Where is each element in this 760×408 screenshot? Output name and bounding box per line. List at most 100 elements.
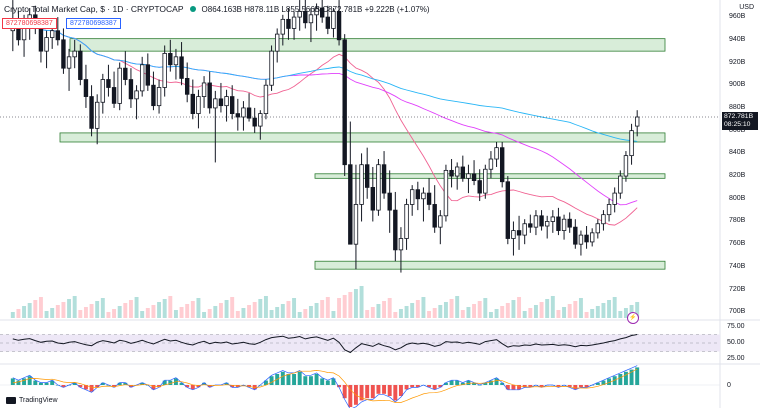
candle	[196, 96, 201, 115]
candle	[460, 166, 466, 179]
candle	[589, 232, 595, 243]
volume-bar	[455, 296, 460, 318]
candle	[488, 158, 494, 170]
candle	[404, 204, 409, 239]
volume-bar	[157, 302, 162, 318]
macd-histogram-bar	[488, 380, 493, 385]
candle	[336, 11, 342, 41]
volume-bar	[320, 300, 325, 318]
candle	[539, 215, 544, 227]
candle	[483, 168, 488, 194]
volume-bar	[427, 311, 432, 318]
candle	[466, 173, 471, 179]
order-quantity[interactable]: 2	[16, 33, 20, 40]
candle	[516, 230, 522, 236]
moving-average-line	[12, 19, 638, 142]
macd-histogram-bar	[466, 380, 471, 385]
candle	[179, 56, 184, 79]
volume-bar	[33, 300, 38, 318]
candle	[61, 39, 66, 69]
sell-button[interactable]: 872780698387	[2, 18, 57, 29]
volume-bar	[370, 307, 375, 318]
candle	[634, 116, 640, 127]
candle	[314, 7, 319, 16]
macd-histogram-bar	[95, 385, 100, 388]
macd-histogram-bar	[404, 385, 409, 390]
candle	[128, 79, 134, 100]
volume-bar	[342, 295, 347, 318]
volume-bar	[162, 299, 167, 318]
currency-selector[interactable]: USD	[739, 4, 754, 11]
candle	[83, 79, 89, 97]
volume-bar	[353, 289, 358, 318]
macd-histogram-bar	[10, 378, 15, 385]
volume-bar	[67, 299, 72, 318]
volume-bar	[325, 297, 330, 318]
volume-bar	[607, 300, 612, 318]
volume-bar	[505, 303, 510, 318]
candle	[111, 87, 117, 104]
candle	[606, 204, 612, 216]
macd-histogram-bar	[325, 380, 330, 385]
tradingview-icon	[6, 397, 16, 404]
price-tick-label: 820B	[729, 172, 746, 180]
candle	[241, 107, 246, 118]
volume-bar	[173, 310, 178, 318]
macd-histogram-bar	[472, 382, 477, 385]
macd-histogram-bar	[556, 385, 561, 388]
macd-histogram-bar	[348, 385, 353, 407]
candle	[72, 50, 77, 58]
macd-histogram-bar	[230, 385, 235, 388]
macd-histogram-bar	[443, 382, 448, 385]
candle	[280, 18, 286, 35]
last-price: 872.781B	[724, 113, 754, 120]
volume-bar	[612, 297, 617, 318]
chart-title[interactable]: Crypto Total Market Cap, $ · 1D · CRYPTO…	[4, 4, 184, 14]
volume-bar	[303, 309, 308, 318]
macd-signal-line	[12, 368, 638, 403]
candle	[100, 79, 106, 103]
candle	[49, 30, 55, 38]
candle	[376, 164, 381, 211]
macd-histogram-bar	[123, 382, 128, 385]
candle	[505, 181, 511, 239]
macd-histogram-bar	[117, 382, 122, 385]
macd-histogram-bar	[612, 376, 617, 385]
volume-bar	[618, 311, 623, 318]
macd-histogram-bar	[517, 385, 522, 390]
macd-histogram-bar	[269, 376, 274, 385]
macd-histogram-bar	[427, 385, 432, 388]
volume-bar	[128, 300, 133, 318]
candle	[156, 87, 162, 107]
price-tick-label: 920B	[729, 58, 746, 66]
macd-histogram-bar	[398, 385, 403, 396]
tradingview-brand: TradingView	[19, 397, 58, 404]
macd-histogram-bar	[190, 385, 195, 390]
price-tick-label: 760B	[729, 240, 746, 248]
buy-button[interactable]: 872780698387	[66, 18, 121, 29]
volume-bar	[145, 308, 150, 318]
volume-bar	[517, 297, 522, 318]
candle	[162, 53, 167, 88]
macd-histogram-bar	[483, 382, 488, 385]
volume-bar	[207, 309, 212, 318]
candle	[218, 98, 224, 107]
tradingview-logo[interactable]: TradingView	[6, 397, 58, 404]
volume-bar	[38, 297, 43, 318]
volume-bar	[235, 311, 240, 318]
volume-bar	[533, 305, 538, 318]
volume-bar	[545, 299, 550, 318]
candle	[89, 96, 94, 129]
price-tick-label: 900B	[729, 81, 746, 89]
candle	[567, 218, 572, 228]
candle	[601, 214, 606, 225]
volume-bar	[190, 301, 195, 318]
candle	[246, 107, 252, 119]
candle	[381, 164, 387, 194]
price-tick-label: 960B	[729, 13, 746, 21]
candle	[123, 67, 128, 80]
volume-bar	[196, 298, 201, 318]
macd-histogram-bar	[50, 380, 55, 385]
alert-icon[interactable]: ⚡	[627, 312, 639, 324]
